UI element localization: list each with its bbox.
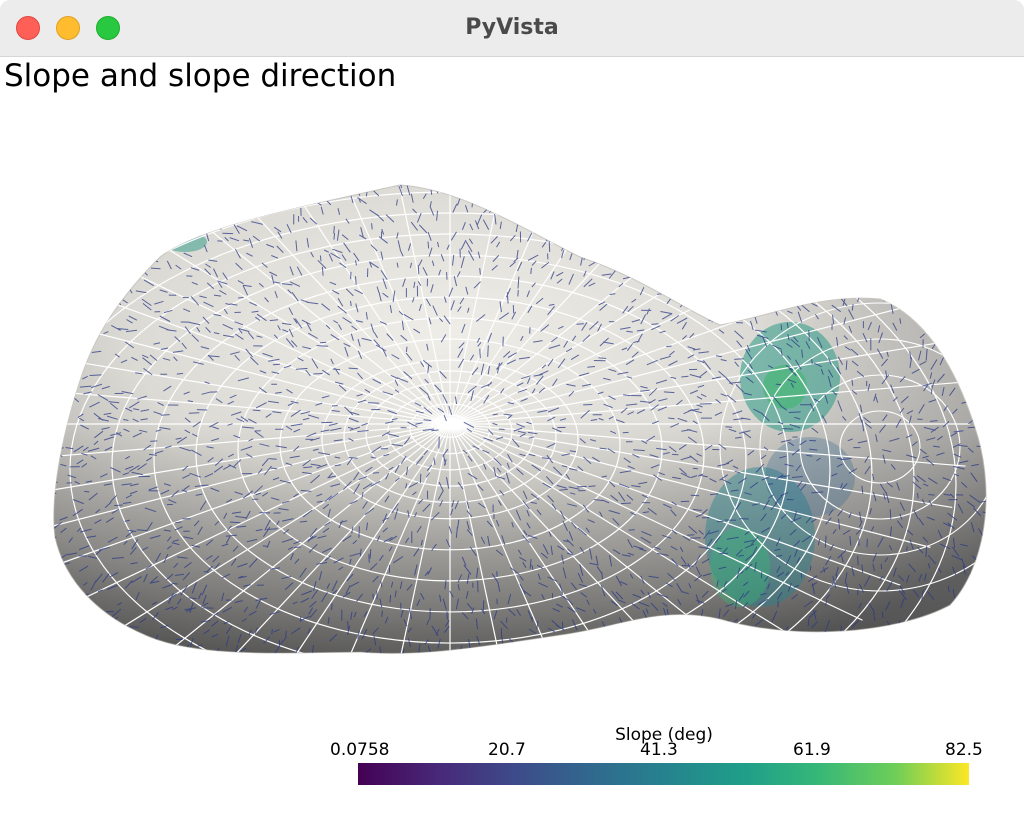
asteroid-bottom-shadow [53, 185, 987, 654]
grid-parallel-ring [53, 212, 873, 654]
grid-meridian-line [133, 423, 451, 654]
grid-parallel-ring [387, 392, 513, 471]
grid-parallel-ring [153, 275, 747, 644]
grid-meridian-line [81, 423, 451, 653]
grid-parallel-ring [343, 370, 557, 504]
grid-meridian-line [250, 423, 451, 654]
grid-meridian-line [449, 423, 863, 621]
grid-meridian-line [449, 423, 711, 654]
grid-parallel-ring [799, 374, 961, 520]
grid-meridian-line [449, 423, 519, 654]
plot-title: Slope and slope direction [4, 58, 397, 94]
close-window-button[interactable] [16, 16, 40, 40]
minimize-window-button[interactable] [56, 16, 80, 40]
grid-parallel-ring [431, 414, 469, 438]
grid-meridian-line [53, 423, 451, 621]
colorbar-tick-label: 82.5 [945, 740, 983, 760]
colorbar-tick-label: 61.9 [793, 740, 831, 760]
slope-patch [763, 365, 807, 409]
grid-meridian-line [53, 423, 451, 548]
colorbar-tick-label: 20.7 [488, 740, 526, 760]
grid-meridian-line [381, 185, 451, 425]
grid-meridian-line [449, 423, 819, 653]
grid-meridian-line [449, 423, 650, 654]
grid-meridian-line [53, 339, 451, 425]
grid-meridian-line [53, 300, 451, 425]
colorbar-gradient [358, 763, 969, 785]
window-title: PyVista [465, 15, 559, 40]
grid-meridian-line [449, 339, 953, 425]
colorbar-title: Slope (deg) [615, 725, 713, 745]
grid-meridian-line [53, 381, 451, 425]
grid-parallel-ring [365, 381, 535, 487]
slope-patch [163, 232, 207, 252]
colorbar-tick-label: 0.0758 [330, 740, 390, 760]
colorbar-tick-label: 41.3 [640, 740, 678, 760]
grid-parallel-ring [839, 410, 921, 484]
grid-meridian-line [381, 423, 451, 654]
grid-meridian-line [449, 185, 519, 425]
grid-parallel-ring [53, 185, 957, 654]
grid-meridian-line [449, 423, 966, 467]
render-viewport[interactable]: Slope and slope direction [0, 57, 1024, 824]
grid-parallel-ring [195, 296, 705, 613]
grid-parallel-ring [409, 403, 491, 455]
grid-parallel-ring [321, 359, 579, 520]
grid-parallel-ring [69, 233, 831, 654]
asteroid-render [53, 184, 987, 654]
grid-parallel-ring [719, 302, 987, 592]
grid-meridian-line [449, 381, 966, 425]
title-bar: PyVista [0, 0, 1024, 57]
grid-meridian-line [449, 423, 931, 548]
colorbar [358, 763, 969, 785]
grid-parallel-ring [279, 338, 621, 551]
grid-meridian-line [449, 300, 931, 425]
asteroid-body [53, 184, 987, 654]
zoom-window-button[interactable] [96, 16, 120, 40]
